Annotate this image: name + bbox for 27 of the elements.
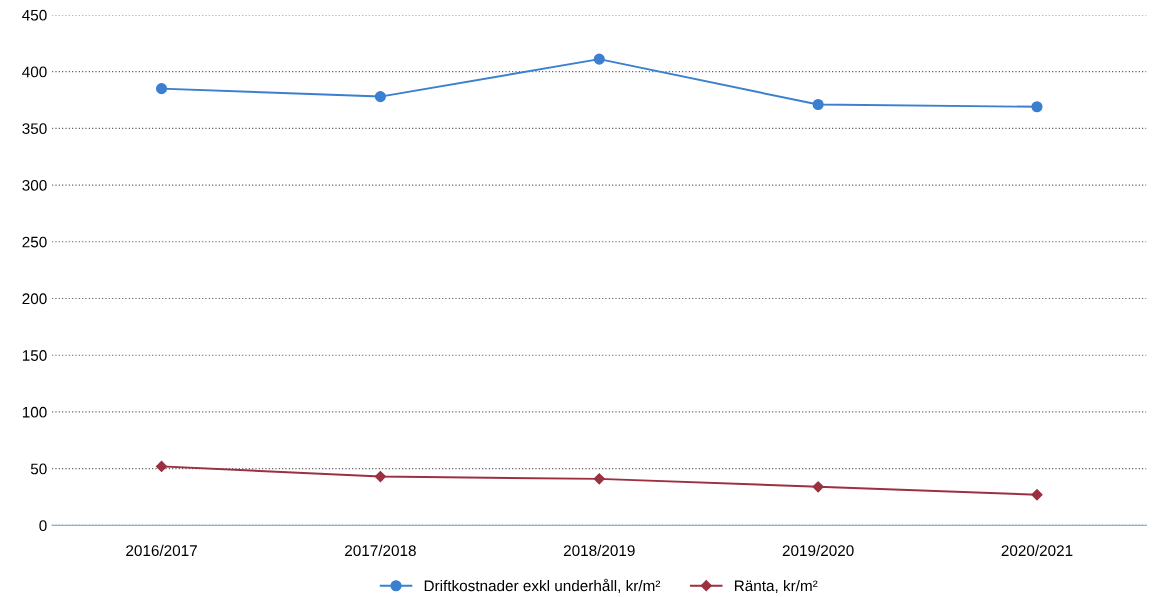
y-tick-label: 450 — [22, 9, 47, 21]
point — [1031, 101, 1043, 113]
y-tick-label: 0 — [39, 520, 47, 532]
y-tick-label: 300 — [22, 179, 47, 191]
y-tick-label: 200 — [22, 293, 47, 305]
y-tick-label: 400 — [22, 66, 47, 78]
point — [374, 470, 387, 483]
point — [374, 91, 386, 103]
x-tick-label: 2017/2018 — [345, 544, 416, 557]
x-tick-label: 2019/2020 — [782, 544, 854, 557]
point — [593, 473, 605, 485]
point — [155, 460, 168, 472]
y-tick-label: 250 — [22, 236, 47, 248]
y-tick-label: 150 — [22, 350, 47, 361]
point — [812, 98, 824, 111]
point — [155, 83, 168, 95]
x-tick-label: 2020/2021 — [1001, 544, 1073, 557]
point — [593, 53, 605, 65]
y-tick-label: 350 — [22, 123, 47, 135]
legend-label: Ränta, kr/m² — [734, 579, 818, 593]
point — [1031, 489, 1043, 501]
legend-label: Driftkostnader exkl underhåll, kr/m² — [424, 578, 661, 593]
point — [812, 481, 824, 493]
x-tick-label: 2016/2017 — [126, 544, 197, 557]
x-tick-label: 2018/2019 — [563, 544, 635, 557]
y-tick-label: 50 — [30, 463, 47, 475]
y-tick-label: 100 — [22, 406, 47, 418]
